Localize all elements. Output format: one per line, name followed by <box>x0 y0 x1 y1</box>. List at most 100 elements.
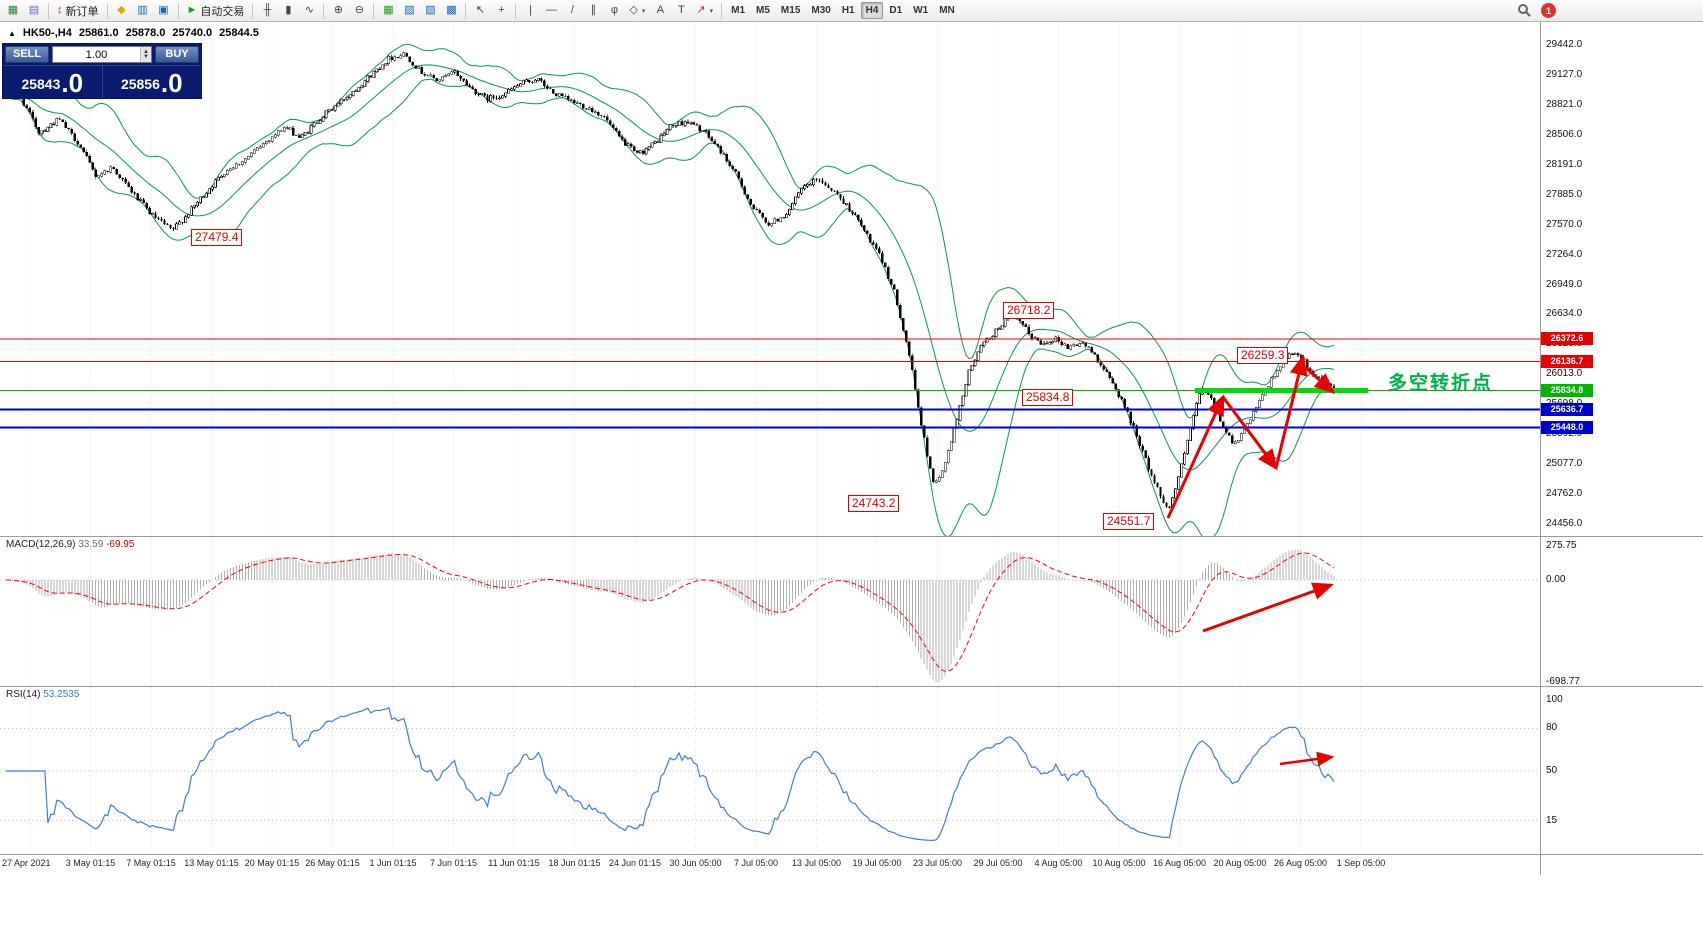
price-annotation-27479.4[interactable]: 27479.4 <box>191 229 243 246</box>
toolbar-zoom-in-button[interactable]: ⊕ <box>328 2 348 20</box>
time-axis-label: 13 Jul 05:00 <box>791 858 842 868</box>
autotrading-icon: ► <box>186 4 198 16</box>
time-axis-label: 1 Jun 01:15 <box>369 858 417 868</box>
toolbar-cursor-button[interactable]: ↖ <box>470 2 490 20</box>
cursor-icon: ↖ <box>475 4 485 16</box>
toolbar-candles-mode-button[interactable]: ▮ <box>278 2 298 20</box>
ohlc-open: 25861.0 <box>78 27 119 39</box>
price-annotation-24551.7[interactable]: 24551.7 <box>1103 513 1155 530</box>
toolbar-text-button[interactable]: A <box>650 2 670 20</box>
timeframe-M5[interactable]: M5 <box>756 5 770 16</box>
toolbar-autotrading-button[interactable]: ► 自动交易 <box>183 2 249 20</box>
time-axis-label: 7 Jun 01:15 <box>429 858 478 868</box>
line-mode-icon: ∿ <box>304 4 314 16</box>
rsi-label: RSI(14) 53.2535 <box>6 689 79 700</box>
time-axis-label: 20 Aug 05:00 <box>1213 858 1267 868</box>
sell-button[interactable]: SELL <box>5 46 49 63</box>
price-annotation-26259.3[interactable]: 26259.3 <box>1237 347 1289 364</box>
timeframe-M1[interactable]: M1 <box>731 5 746 16</box>
toolbar-crosshair-button[interactable]: + <box>491 2 511 20</box>
price-annotation-24743.2[interactable]: 24743.2 <box>848 495 900 512</box>
shapes-icon: ◇ <box>629 4 638 16</box>
toolbar-navigator-button[interactable]: ▣ <box>154 2 174 20</box>
time-axis-label: 19 Jul 05:00 <box>852 858 902 868</box>
price-tag-25834.8: 25834.8 <box>1541 384 1593 397</box>
timeframe-M30[interactable]: M30 <box>811 5 831 16</box>
toolbar-bars-mode-button[interactable]: ╫ <box>257 2 277 20</box>
toolbar-trendline-button[interactable]: / <box>562 2 582 20</box>
toolbar-indicators-button[interactable]: ▩ <box>441 2 461 20</box>
toolbar-fibonacci-button[interactable]: φ <box>604 2 624 20</box>
rsi-scale-label: 50 <box>1546 765 1558 776</box>
price-annotation-26718.2[interactable]: 26718.2 <box>1003 302 1055 319</box>
toolbar-new-order-button[interactable]: ↕ 新订单 <box>53 2 103 20</box>
timeframe-H4[interactable]: H4 <box>860 2 884 19</box>
toolbar-vertical-line-button[interactable]: | <box>520 2 540 20</box>
price-scale-label: 25077.0 <box>1546 458 1583 470</box>
search-icon[interactable] <box>1518 4 1528 14</box>
panel-separator[interactable] <box>0 854 1703 855</box>
auto-arrange-icon: ▧ <box>404 4 415 16</box>
spin-up-icon[interactable]: ▲ <box>143 48 149 55</box>
toolbar-shapes-button[interactable]: ◇ ▾ <box>625 2 649 20</box>
symbol-name: HK50-,H4 <box>22 27 72 39</box>
main-chart-panel[interactable] <box>0 22 1540 536</box>
toolbar-separator <box>177 2 179 19</box>
spin-down-icon[interactable]: ▼ <box>143 53 149 60</box>
toolbar-arrow-objects-button[interactable]: ↗ ▾ <box>692 2 717 20</box>
market-watch-icon: ▥ <box>137 4 148 16</box>
toolbar: ▦ ▤ ↕ 新订单 ◆ ▥ ▣ ► 自动交易 ╫ ▮ ∿ ⊕ ⊖ ▦ ▧ ▨ ▩ ↖ + | — / ∥ φ ◇ ▾ A T ↗ ▾ M1 M5… <box>0 0 1703 22</box>
notification-badge[interactable]: 1 <box>1541 3 1556 18</box>
panel-separator[interactable] <box>0 536 1703 537</box>
time-axis-label: 16 Aug 05:00 <box>1152 858 1207 868</box>
macd-panel[interactable] <box>0 537 1540 686</box>
price-annotation-25834.8[interactable]: 25834.8 <box>1022 389 1074 406</box>
buy-button[interactable]: BUY <box>155 46 199 63</box>
time-axis-label: 1 Sep 05:00 <box>1336 858 1386 868</box>
autotrading-label: 自动交易 <box>200 5 245 18</box>
time-axis-label: 18 Jun 01:15 <box>548 858 601 868</box>
buy-price[interactable]: 25856.0 <box>120 68 183 98</box>
timeframe-D1[interactable]: D1 <box>889 5 903 16</box>
macd-signal-value: -69.95 <box>106 539 135 550</box>
timeframe-MN[interactable]: MN <box>939 5 955 16</box>
sell-price[interactable]: 25843.0 <box>3 66 103 98</box>
price-scale-label: 29442.0 <box>1546 39 1583 50</box>
timeframe-H1[interactable]: H1 <box>841 5 855 16</box>
toolbar-line-mode-button[interactable]: ∿ <box>299 2 319 20</box>
toolbar-market-watch-button[interactable]: ▥ <box>133 2 153 20</box>
toolbar-new-chart-button[interactable]: ▦ <box>3 2 23 20</box>
navigator-icon: ▣ <box>158 4 169 16</box>
channel-icon: ∥ <box>590 4 597 16</box>
macd-value: 33.59 <box>78 539 104 550</box>
arrow-objects-dropdown-icon[interactable]: ▾ <box>709 7 714 15</box>
time-axis-label: 26 Aug 05:00 <box>1273 858 1328 868</box>
metaeditor-icon: ◆ <box>117 4 126 16</box>
price-scale-label: 29127.0 <box>1546 68 1583 80</box>
timeframe-W1[interactable]: W1 <box>913 5 929 16</box>
time-axis-label: 7 May 01:15 <box>126 858 176 868</box>
volume-input[interactable] <box>53 47 140 62</box>
shapes-dropdown-icon[interactable]: ▾ <box>641 7 646 15</box>
zoom-out-icon: ⊖ <box>354 4 364 16</box>
toolbar-horizontal-line-button[interactable]: — <box>541 2 561 20</box>
toolbar-tile-windows-button[interactable]: ▦ <box>378 2 398 20</box>
toolbar-auto-arrange-button[interactable]: ▧ <box>399 2 419 20</box>
time-axis-label: 23 Jul 05:00 <box>912 858 963 868</box>
toolbar-separator <box>515 2 517 19</box>
toolbar-text-label-button[interactable]: T <box>671 2 691 20</box>
toolbar-chart-profiles-button[interactable]: ▤ <box>24 2 44 20</box>
price-tag-25636.7: 25636.7 <box>1541 403 1593 417</box>
timeframe-M15[interactable]: M15 <box>780 5 801 16</box>
panel-separator[interactable] <box>0 686 1703 687</box>
rsi-panel[interactable] <box>0 687 1540 854</box>
toolbar-track-chart-button[interactable]: ▨ <box>420 2 440 20</box>
turning-point-note[interactable]: 多空转折点 <box>1388 373 1494 394</box>
price-scale-label: 24456.0 <box>1546 518 1583 530</box>
time-axis-label: 24 Jun 01:15 <box>608 858 662 868</box>
toolbar-metaeditor-button[interactable]: ◆ <box>112 2 132 20</box>
volume-spinner[interactable]: ▲ ▼ <box>140 47 151 62</box>
toolbar-channel-button[interactable]: ∥ <box>583 2 603 20</box>
time-axis-label: 10 Aug 05:00 <box>1092 858 1146 868</box>
toolbar-zoom-out-button[interactable]: ⊖ <box>349 2 369 20</box>
